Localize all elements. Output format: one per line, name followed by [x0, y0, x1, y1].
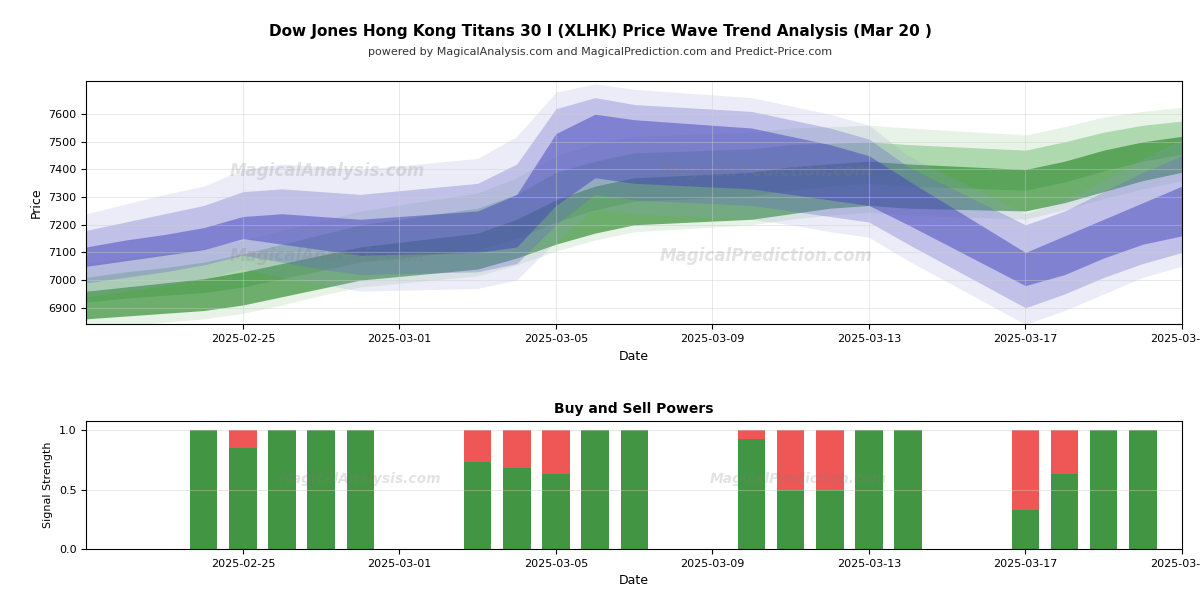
Bar — [503, 430, 530, 469]
Bar — [1051, 474, 1079, 549]
Bar — [1012, 510, 1039, 549]
Text: MagicalAnalysis.com: MagicalAnalysis.com — [229, 247, 425, 265]
Bar — [464, 463, 491, 549]
X-axis label: Date: Date — [619, 350, 649, 362]
Bar — [1090, 430, 1117, 549]
Bar — [190, 430, 217, 549]
Bar — [229, 448, 257, 549]
Bar — [347, 430, 374, 549]
Bar — [816, 430, 844, 490]
Text: Dow Jones Hong Kong Titans 30 I (XLHK) Price Wave Trend Analysis (Mar 20 ): Dow Jones Hong Kong Titans 30 I (XLHK) P… — [269, 24, 931, 39]
Text: MagicalPrediction.com: MagicalPrediction.com — [659, 247, 872, 265]
Bar — [738, 439, 766, 549]
Y-axis label: Signal Strength: Signal Strength — [43, 442, 54, 528]
Text: MagicalPrediction.com: MagicalPrediction.com — [710, 472, 887, 485]
Text: MagicalPrediction.com: MagicalPrediction.com — [659, 162, 872, 180]
Text: MagicalAnalysis.com: MagicalAnalysis.com — [278, 472, 442, 485]
X-axis label: Date: Date — [619, 574, 649, 587]
Title: Buy and Sell Powers: Buy and Sell Powers — [554, 401, 714, 416]
Bar — [307, 430, 335, 549]
Bar — [581, 430, 608, 549]
Bar — [738, 430, 766, 439]
Bar — [1129, 430, 1157, 549]
Y-axis label: Price: Price — [30, 187, 43, 218]
Bar — [503, 469, 530, 549]
Text: MagicalAnalysis.com: MagicalAnalysis.com — [229, 162, 425, 180]
Bar — [778, 490, 804, 549]
Bar — [269, 430, 295, 549]
Bar — [894, 430, 922, 549]
Bar — [464, 430, 491, 463]
Bar — [229, 430, 257, 448]
Bar — [542, 430, 570, 474]
Bar — [1051, 430, 1079, 474]
Bar — [778, 430, 804, 490]
Bar — [1012, 430, 1039, 510]
Bar — [816, 490, 844, 549]
Bar — [620, 430, 648, 549]
Text: powered by MagicalAnalysis.com and MagicalPrediction.com and Predict-Price.com: powered by MagicalAnalysis.com and Magic… — [368, 47, 832, 57]
Bar — [856, 430, 883, 549]
Bar — [542, 474, 570, 549]
